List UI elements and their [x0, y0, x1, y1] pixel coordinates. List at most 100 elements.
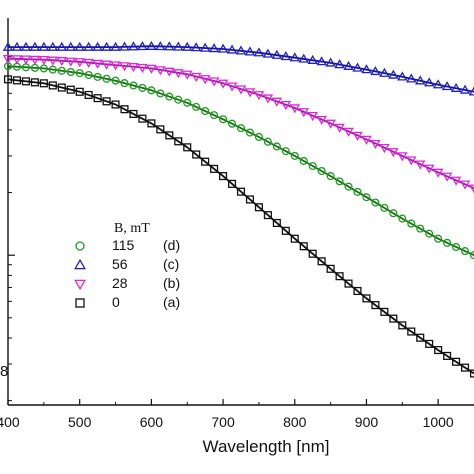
- data-point: [254, 203, 263, 212]
- data-point: [290, 234, 299, 243]
- data-point: [66, 85, 75, 94]
- data-point: [362, 294, 371, 303]
- data-point: [335, 272, 344, 281]
- x-tick-label: 400: [0, 414, 20, 430]
- data-point: [450, 176, 462, 186]
- legend-title: B, mT: [114, 221, 150, 236]
- data-point: [75, 87, 84, 96]
- data-point: [407, 219, 416, 228]
- data-point: [236, 187, 246, 196]
- data-point: [56, 57, 67, 67]
- data-point: [38, 56, 50, 66]
- legend-marker: [74, 258, 86, 270]
- data-point: [388, 69, 399, 79]
- data-point: [92, 41, 103, 51]
- data-point: [156, 125, 165, 134]
- data-point: [11, 41, 23, 51]
- data-point: [65, 57, 76, 67]
- data-point: [183, 143, 192, 152]
- data-point: [208, 43, 220, 53]
- data-point: [129, 81, 138, 90]
- data-point: [299, 156, 308, 166]
- x-tick-label: 900: [355, 414, 379, 430]
- data-point: [262, 94, 274, 104]
- data-point: [398, 321, 407, 330]
- data-point: [56, 41, 67, 51]
- legend-marker: [75, 298, 85, 308]
- data-point: [289, 52, 300, 62]
- data-point: [201, 157, 210, 166]
- data-point: [84, 70, 93, 80]
- data-point: [199, 42, 211, 52]
- data-point: [128, 63, 139, 73]
- data-point: [11, 55, 23, 65]
- x-tick-label: 600: [140, 414, 164, 430]
- data-point: [227, 179, 237, 188]
- data-point: [452, 242, 461, 252]
- data-point: [111, 100, 120, 109]
- data-point: [298, 53, 309, 63]
- data-point: [245, 195, 255, 204]
- data-point: [173, 41, 184, 51]
- data-point: [281, 226, 290, 235]
- data-point: [12, 76, 22, 85]
- data-point: [83, 41, 94, 51]
- data-point: [137, 41, 148, 51]
- data-point: [164, 41, 175, 51]
- data-point: [316, 115, 327, 125]
- data-point: [352, 131, 363, 141]
- data-point: [389, 314, 398, 323]
- data-point: [272, 218, 281, 228]
- data-point: [47, 41, 59, 51]
- x-axis-ticks: 400 500 600 700 800 900 1000: [0, 399, 454, 430]
- data-point: [425, 229, 434, 238]
- data-point: [146, 64, 157, 74]
- data-point: [217, 79, 229, 89]
- data-point: [361, 135, 372, 145]
- data-point: [38, 41, 50, 51]
- data-point: [66, 67, 75, 77]
- data-point: [434, 234, 443, 243]
- legend-entry-tag: (c): [163, 256, 179, 272]
- y-axis-ticks: [8, 46, 15, 402]
- data-point: [362, 193, 371, 202]
- left-edge-label: 8: [0, 363, 8, 380]
- x-tick-label: 1000: [423, 414, 454, 430]
- data-point: [443, 238, 452, 247]
- data-point: [174, 137, 183, 146]
- data-point: [192, 150, 201, 159]
- data-point: [271, 49, 283, 59]
- data-point: [325, 57, 336, 67]
- data-point: [101, 60, 112, 70]
- data-point: [334, 123, 345, 133]
- data-point: [74, 41, 85, 51]
- data-point: [138, 114, 147, 123]
- data-point: [335, 177, 344, 186]
- data-point: [280, 51, 292, 61]
- data-point: [165, 92, 174, 101]
- data-point: [173, 69, 184, 79]
- data-point: [74, 58, 85, 68]
- data-point: [353, 286, 362, 296]
- data-point: [147, 86, 156, 95]
- data-point: [407, 327, 416, 336]
- data-point: [138, 83, 147, 92]
- data-point: [39, 79, 48, 88]
- data-point: [443, 351, 452, 360]
- data-point: [317, 166, 326, 176]
- data-point: [120, 79, 129, 88]
- data-point: [101, 41, 112, 51]
- data-point: [84, 90, 93, 100]
- data-point: [326, 264, 335, 273]
- data-point: [389, 209, 398, 218]
- x-tick-label: 800: [283, 414, 307, 430]
- data-point: [192, 102, 201, 111]
- data-point: [379, 143, 390, 154]
- data-point: [307, 111, 318, 122]
- data-point: [110, 61, 121, 71]
- data-point: [21, 77, 30, 86]
- data-point: [361, 64, 372, 74]
- data-point: [468, 184, 474, 194]
- data-point: [299, 242, 308, 251]
